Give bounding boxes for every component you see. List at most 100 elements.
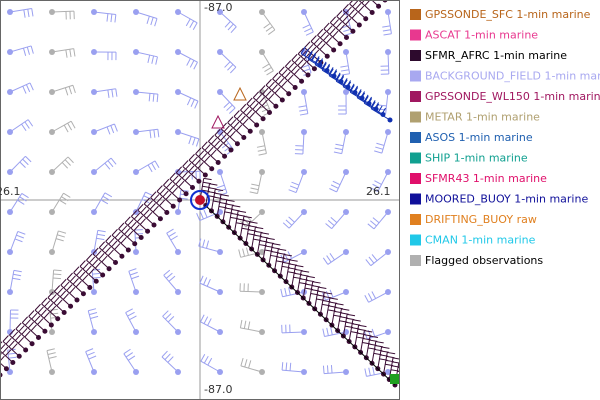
barb-tick: [31, 312, 38, 320]
barb-tick: [110, 157, 117, 165]
barb-tick: [260, 104, 268, 109]
barb-tick: [61, 196, 69, 202]
legend-swatch: [410, 173, 421, 184]
barb-point: [91, 369, 97, 375]
barb-tick: [318, 58, 323, 66]
barb-point: [259, 9, 265, 15]
barb-staff: [93, 157, 112, 173]
barb-tick: [243, 215, 252, 219]
barb-tick: [101, 244, 108, 251]
barb-tick: [48, 356, 57, 359]
barb-staff: [228, 205, 233, 228]
barb-tick: [229, 66, 237, 74]
barb-staff: [240, 109, 258, 126]
barb-tick: [156, 94, 159, 103]
barb-staff: [163, 184, 181, 201]
barb-tick: [382, 29, 391, 32]
barb-tick: [365, 259, 372, 267]
barb-point: [222, 153, 228, 159]
barb-point: [385, 49, 391, 55]
barb-point: [217, 369, 223, 375]
barb-tick: [266, 70, 274, 76]
barb-point: [343, 289, 349, 295]
barb-staff: [135, 160, 156, 173]
barb-tick: [21, 123, 27, 132]
barb-point: [74, 297, 80, 303]
buoy-marker: [390, 374, 400, 384]
barb-point: [91, 329, 97, 335]
barb-tick: [313, 37, 320, 45]
barb-tick: [282, 222, 290, 229]
barb-tick: [68, 86, 73, 95]
barb-tick: [278, 248, 287, 251]
barb-tick: [236, 112, 243, 120]
barb-tick: [224, 21, 231, 28]
barb-tick: [195, 147, 202, 155]
barb-point: [259, 249, 265, 255]
barb-point: [133, 249, 139, 255]
barb-point: [343, 89, 349, 95]
barb-tick: [0, 341, 3, 345]
barb-staff: [51, 270, 55, 293]
barb-tick: [349, 83, 355, 92]
barb-point: [183, 191, 189, 197]
barb-staff: [317, 34, 335, 51]
barb-point: [48, 322, 54, 328]
barb-tick: [186, 97, 192, 106]
barb-tick: [150, 17, 154, 26]
barb-tick: [107, 160, 114, 168]
barb-tick: [204, 155, 211, 163]
barb-tick: [127, 311, 135, 317]
barb-tick: [368, 256, 375, 264]
barb-tick: [302, 24, 311, 29]
barb-tick: [198, 150, 205, 157]
barb-point: [49, 369, 55, 375]
barb-point: [7, 89, 13, 95]
barb-tick: [147, 54, 151, 63]
barb-tick: [189, 20, 195, 29]
barb-tick: [100, 199, 109, 205]
barb-tick: [49, 308, 58, 311]
barb-staff: [177, 51, 198, 63]
barb-tick: [339, 76, 345, 84]
barb-tick: [300, 62, 307, 69]
barb-tick: [125, 308, 133, 314]
barb-staff: [219, 91, 236, 109]
barb-point: [376, 3, 382, 9]
barb-point: [254, 122, 260, 128]
barb-tick: [250, 187, 259, 191]
barb-tick: [367, 96, 372, 105]
barb-tick: [220, 194, 229, 197]
barb-staff: [214, 134, 232, 151]
barb-point: [259, 49, 265, 55]
barb-staff: [239, 290, 263, 293]
barb-tick: [335, 74, 341, 82]
barb-tick: [268, 29, 276, 35]
barb-tick: [230, 26, 237, 34]
barb-staff: [46, 350, 53, 373]
barb-tick: [26, 46, 30, 55]
barb-tick: [364, 330, 373, 333]
barb-tick: [275, 75, 282, 82]
barb-tick: [5, 349, 12, 357]
barb-tick: [281, 80, 288, 88]
barb-tick: [203, 316, 209, 324]
barb-tick: [147, 164, 153, 173]
barb-tick: [210, 137, 218, 145]
barb-tick: [14, 238, 23, 243]
barb-tick: [107, 89, 110, 98]
barb-tick: [200, 314, 205, 323]
barb-tick: [375, 146, 384, 150]
barb-tick: [356, 89, 362, 97]
barb-tick: [274, 87, 281, 94]
barb-tick: [248, 360, 252, 369]
gpssonde-marker: [211, 114, 225, 129]
barb-point: [343, 49, 349, 55]
barb-tick: [321, 63, 327, 71]
barb-tick: [294, 56, 301, 64]
barb-tick: [300, 46, 306, 54]
barb-point: [385, 289, 391, 295]
barb-point: [49, 9, 55, 15]
barb-tick: [243, 106, 250, 114]
